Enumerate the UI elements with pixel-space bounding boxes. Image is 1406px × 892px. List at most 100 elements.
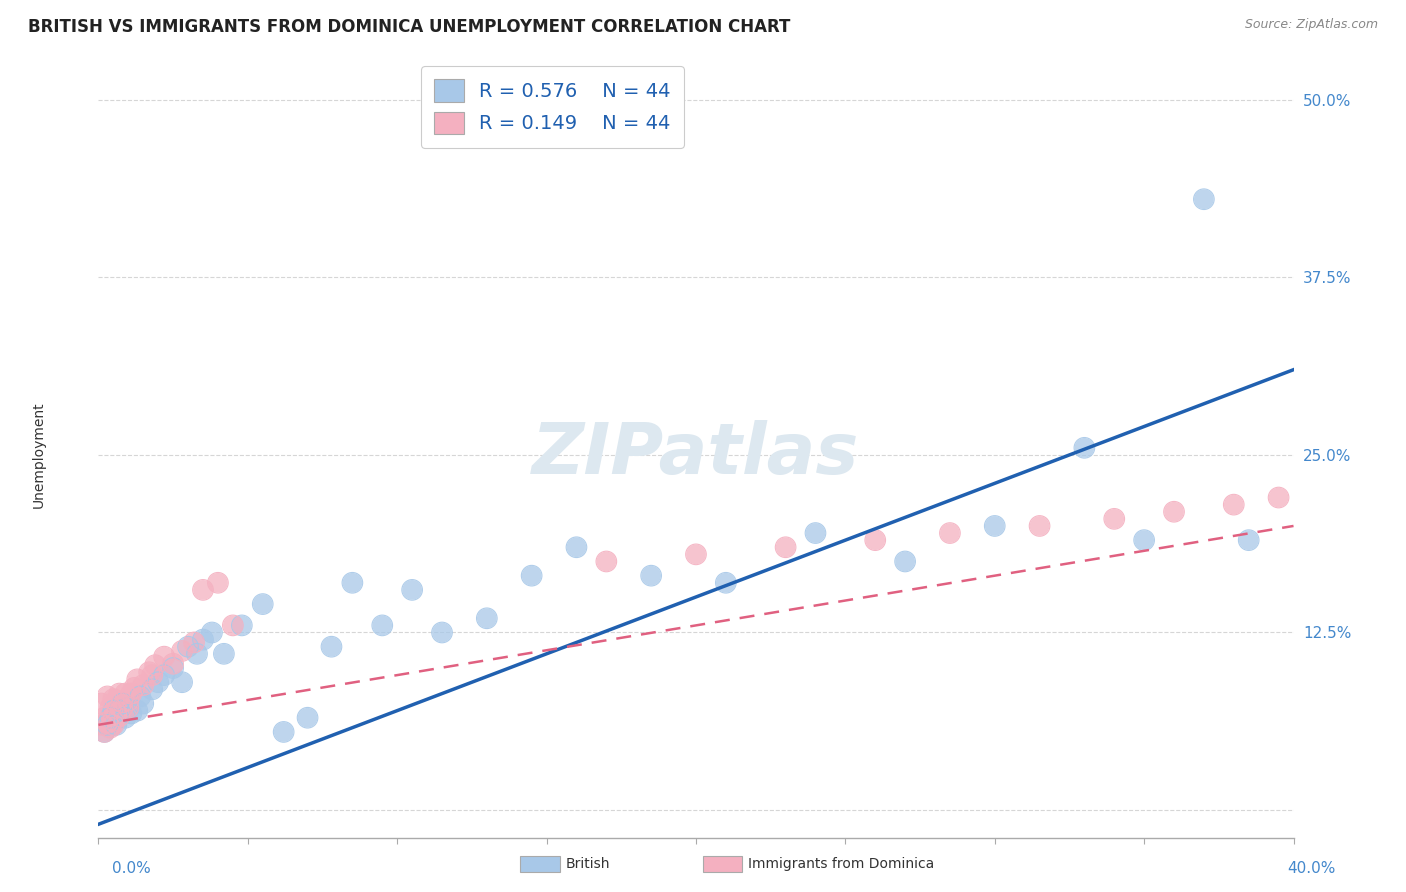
- Point: [984, 519, 1007, 533]
- Point: [108, 687, 131, 701]
- Point: [162, 661, 184, 675]
- Point: [201, 625, 224, 640]
- Point: [103, 714, 125, 728]
- Point: [127, 704, 149, 718]
- Point: [685, 547, 707, 561]
- Point: [191, 632, 214, 647]
- Point: [103, 692, 125, 706]
- Legend: R = 0.576    N = 44, R = 0.149    N = 44: R = 0.576 N = 44, R = 0.149 N = 44: [420, 66, 685, 147]
- Point: [186, 647, 208, 661]
- Point: [93, 725, 115, 739]
- Point: [321, 640, 343, 654]
- Point: [93, 711, 115, 725]
- Point: [117, 700, 139, 714]
- Point: [148, 675, 170, 690]
- Point: [401, 582, 423, 597]
- Point: [111, 697, 134, 711]
- Point: [96, 718, 118, 732]
- Point: [117, 700, 139, 714]
- Point: [222, 618, 245, 632]
- Point: [153, 668, 176, 682]
- Point: [1073, 441, 1095, 455]
- Point: [117, 700, 139, 714]
- Point: [93, 725, 115, 739]
- Point: [401, 582, 423, 597]
- Point: [141, 682, 163, 697]
- Point: [252, 597, 274, 611]
- Point: [201, 625, 224, 640]
- Point: [714, 575, 737, 590]
- Point: [108, 709, 131, 723]
- Point: [162, 661, 184, 675]
- Point: [127, 673, 149, 687]
- Point: [207, 575, 229, 590]
- Point: [191, 582, 214, 597]
- Point: [108, 704, 131, 718]
- Point: [273, 725, 295, 739]
- Point: [640, 568, 662, 582]
- Point: [153, 649, 176, 664]
- Point: [141, 668, 163, 682]
- Point: [138, 665, 160, 680]
- Point: [685, 547, 707, 561]
- Point: [98, 721, 122, 735]
- Point: [105, 706, 128, 721]
- Point: [207, 575, 229, 590]
- Point: [775, 541, 797, 555]
- Point: [132, 697, 155, 711]
- Point: [124, 681, 146, 695]
- Point: [90, 718, 112, 732]
- Point: [127, 704, 149, 718]
- Point: [129, 690, 152, 704]
- Point: [342, 575, 364, 590]
- Text: BRITISH VS IMMIGRANTS FROM DOMINICA UNEMPLOYMENT CORRELATION CHART: BRITISH VS IMMIGRANTS FROM DOMINICA UNEM…: [28, 18, 790, 36]
- Point: [114, 711, 136, 725]
- Point: [124, 681, 146, 695]
- Point: [177, 640, 200, 654]
- Text: ZIPatlas: ZIPatlas: [533, 420, 859, 490]
- Point: [111, 695, 134, 709]
- Point: [475, 611, 498, 625]
- Point: [1028, 519, 1050, 533]
- Point: [114, 687, 136, 701]
- Point: [103, 692, 125, 706]
- Point: [714, 575, 737, 590]
- Point: [212, 647, 235, 661]
- Point: [90, 697, 112, 711]
- Point: [96, 714, 118, 729]
- Point: [595, 554, 617, 568]
- Point: [865, 533, 887, 548]
- Point: [162, 657, 184, 671]
- Point: [103, 718, 125, 732]
- Point: [132, 678, 155, 692]
- Point: [1163, 505, 1185, 519]
- Point: [177, 640, 200, 654]
- Point: [595, 554, 617, 568]
- Point: [138, 665, 160, 680]
- Point: [111, 700, 134, 714]
- Point: [120, 706, 142, 721]
- Point: [153, 668, 176, 682]
- Point: [186, 647, 208, 661]
- Text: Source: ZipAtlas.com: Source: ZipAtlas.com: [1244, 18, 1378, 31]
- Point: [172, 644, 194, 658]
- Point: [96, 690, 118, 704]
- Point: [132, 678, 155, 692]
- Point: [141, 682, 163, 697]
- Point: [297, 711, 319, 725]
- Text: Immigrants from Dominica: Immigrants from Dominica: [748, 857, 934, 871]
- Point: [475, 611, 498, 625]
- Point: [172, 675, 194, 690]
- Point: [93, 725, 115, 739]
- Point: [1223, 498, 1246, 512]
- Point: [222, 618, 245, 632]
- Point: [1104, 512, 1126, 526]
- Point: [273, 725, 295, 739]
- Point: [148, 675, 170, 690]
- Point: [640, 568, 662, 582]
- Point: [120, 706, 142, 721]
- Point: [114, 687, 136, 701]
- Point: [98, 711, 122, 725]
- Point: [105, 706, 128, 721]
- Point: [183, 635, 205, 649]
